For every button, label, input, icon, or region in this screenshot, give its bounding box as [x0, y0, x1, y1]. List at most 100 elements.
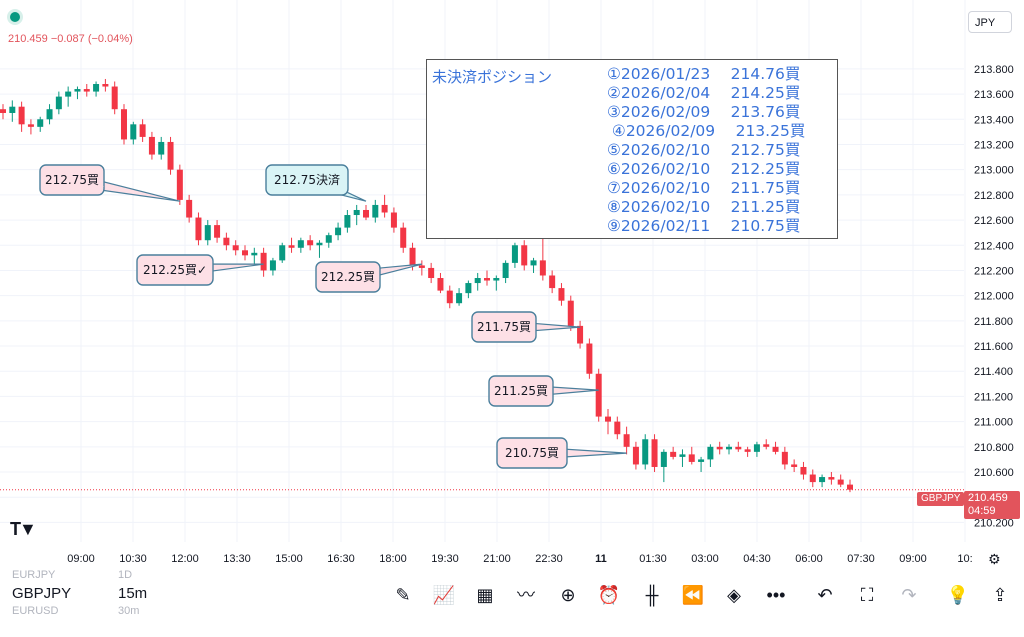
candle-body: [242, 250, 248, 256]
price-tick-label: 212.800: [974, 190, 1014, 202]
candle-body: [539, 260, 546, 276]
candle-body: [65, 91, 72, 97]
candle-body: [744, 449, 751, 452]
candle-body: [409, 247, 416, 266]
bottom-toolbar: EURJPY 1D GBPJPY 15m EURUSD 30m: [0, 567, 1024, 637]
position-row: ③2026/02/09 213.76買: [607, 103, 801, 121]
templates-icon[interactable]: ▦: [476, 585, 494, 605]
price-tick-label: 213.400: [974, 114, 1014, 126]
candle-body: [819, 477, 826, 483]
replay-icon[interactable]: ⏪: [681, 585, 705, 605]
candle-body: [688, 454, 695, 462]
position-row: ⑧2026/02/10 211.25買: [607, 198, 801, 216]
candle-body: [148, 136, 155, 155]
candle-body: [176, 169, 183, 200]
compare-icon[interactable]: 〰: [517, 585, 535, 605]
candle-body: [27, 124, 34, 127]
candle-body: [130, 124, 137, 140]
axis-settings-icon[interactable]: ⚙: [988, 551, 1001, 567]
price-tick-label: 212.200: [974, 265, 1014, 277]
candle-body: [307, 240, 314, 246]
candle-body: [260, 252, 267, 271]
watchlist-symbol-current[interactable]: GBPJPY 15m: [12, 585, 147, 602]
open-positions-box: 未決済ポジション ①2026/01/23 214.76買 ②2026/02/04…: [426, 59, 838, 239]
plus-icon[interactable]: ⊕: [560, 585, 576, 605]
candle-body: [716, 446, 723, 450]
candle-body: [446, 290, 453, 304]
candle-body: [521, 245, 528, 266]
candle-body: [735, 446, 742, 450]
candle-body: [772, 446, 779, 452]
candle-body: [223, 237, 230, 246]
time-tick-label: 16:30: [327, 553, 355, 565]
candle-body: [511, 245, 518, 263]
position-row: ⑤2026/02/10 212.75買: [607, 141, 801, 159]
candle-body: [83, 89, 90, 92]
candle-body: [474, 278, 481, 284]
candle-body: [623, 434, 630, 447]
pen-icon[interactable]: ✎: [395, 585, 411, 605]
callout-label: 212.75買: [45, 173, 99, 187]
price-tick-label: 212.600: [974, 215, 1014, 227]
price-legend: 210.459 −0.087 (−0.04%): [8, 33, 133, 45]
time-tick-label: 03:00: [691, 553, 719, 565]
open-positions-title: 未決済ポジション: [432, 68, 553, 86]
time-tick-label: 12:00: [171, 553, 199, 565]
callout-label: 211.75買: [477, 320, 531, 334]
watchlist-symbol-next[interactable]: EURUSD 30m: [12, 605, 139, 617]
candle-body: [363, 209, 369, 218]
candles-icon[interactable]: ╫: [645, 585, 659, 605]
candle-body: [0, 109, 6, 113]
price-tick-label: 213.200: [974, 139, 1014, 151]
candle-body: [781, 451, 788, 465]
symbol-name: EURUSD: [12, 605, 59, 617]
candle-body: [698, 459, 705, 462]
candle-body: [679, 454, 686, 457]
callout-pointer-fill: [305, 174, 325, 187]
symbol-price-label: GBPJPY: [917, 492, 965, 506]
layers-icon[interactable]: ◈: [727, 585, 741, 605]
price-axis[interactable]: 213.800 213.600 213.400 213.200 213.000 212.8…: [974, 64, 1014, 530]
candle-body: [269, 260, 276, 271]
indicators-icon[interactable]: 📈: [432, 585, 456, 605]
fullscreen-icon[interactable]: ⛶: [860, 585, 874, 605]
position-row: ④2026/02/09 213.25買: [607, 122, 806, 140]
candle-body: [335, 227, 342, 236]
candle-body: [353, 209, 360, 216]
more-icon[interactable]: •••: [766, 585, 786, 605]
symbol-name: GBPJPY: [12, 585, 72, 602]
candle-body: [763, 444, 770, 447]
time-tick-label: 06:00: [795, 553, 823, 565]
time-axis[interactable]: 09:00 10:30 12:00 13:30 15:00 16:30 18:00 19:30…: [67, 553, 972, 565]
undo-icon[interactable]: ↶: [817, 585, 833, 605]
watchlist-symbol-prev[interactable]: EURJPY 1D: [12, 569, 132, 581]
price-tick-label: 211.600: [974, 341, 1013, 353]
redo-icon[interactable]: ↷: [901, 585, 917, 605]
price-tick-label: 211.000: [974, 417, 1013, 429]
time-tick-label: 18:00: [379, 553, 407, 565]
candles: [0, 78, 853, 493]
lightbulb-icon[interactable]: 💡: [946, 585, 970, 605]
price-tick-label: 211.200: [974, 391, 1013, 403]
candle-body: [753, 444, 760, 452]
candle-body: [847, 484, 853, 490]
interval-label: 1D: [118, 569, 133, 581]
callout-pointer-fill: [174, 264, 202, 276]
callout-label: 212.25買✓: [143, 263, 207, 277]
candle-body: [372, 204, 379, 218]
time-tick-label: 04:30: [743, 553, 771, 565]
candle-body: [55, 96, 62, 110]
candle-body: [642, 439, 649, 465]
candle-body: [167, 141, 174, 170]
symbol-name: EURJPY: [12, 569, 56, 581]
candle-body: [74, 89, 81, 92]
share-icon[interactable]: ⇪: [992, 585, 1008, 605]
currency-selector[interactable]: JPY: [968, 11, 1012, 33]
candle-body: [484, 278, 490, 281]
candle-body: [111, 86, 118, 110]
candle-body: [102, 84, 109, 87]
time-tick-label: 19:30: [431, 553, 459, 565]
candle-body: [605, 416, 611, 422]
alert-icon[interactable]: ⏰: [597, 585, 621, 605]
